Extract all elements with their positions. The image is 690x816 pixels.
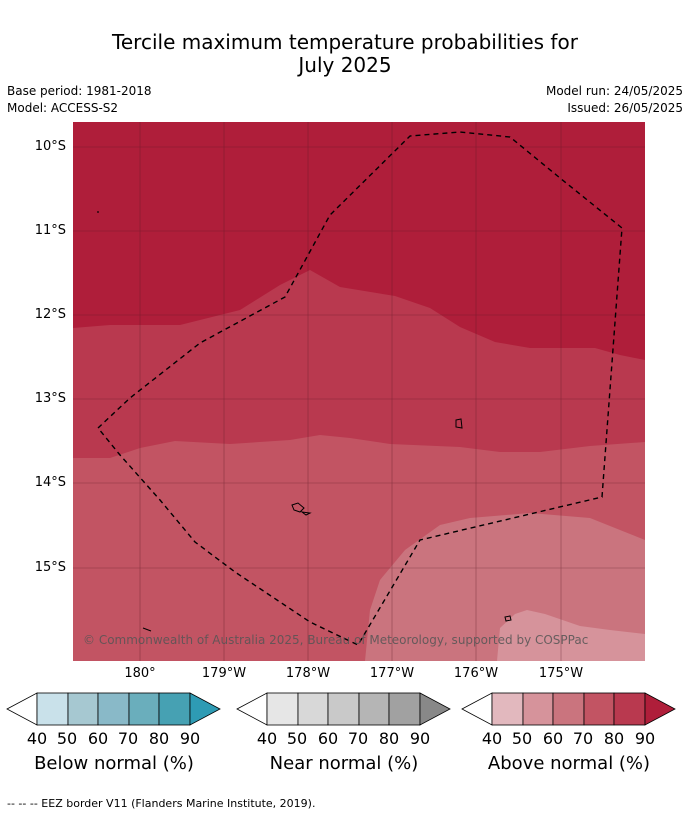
cbar-segment xyxy=(97,692,130,726)
tick-label: 80 xyxy=(603,729,625,748)
cbar-segment xyxy=(491,692,524,726)
tick-label: 70 xyxy=(347,729,369,748)
map-panel xyxy=(73,122,645,661)
tick-label: 50 xyxy=(511,729,533,748)
meta-right: Model run: 24/05/2025 Issued: 26/05/2025 xyxy=(546,83,683,117)
issued-date: Issued: 26/05/2025 xyxy=(567,101,683,115)
lon-label: 178°W xyxy=(285,666,331,681)
cbar-segment xyxy=(644,692,676,726)
map-title: Tercile maximum temperature probabilitie… xyxy=(0,31,690,77)
cbar-segment xyxy=(552,692,585,726)
graticule xyxy=(73,122,645,661)
tick-label: 80 xyxy=(148,729,170,748)
lat-label: 15°S xyxy=(34,560,66,575)
cbar-segment xyxy=(583,692,615,726)
tick-label: 60 xyxy=(542,729,564,748)
cbar-segment xyxy=(522,692,554,726)
prob-60-region xyxy=(365,513,645,661)
cbar-segment xyxy=(461,692,493,726)
cbar-segment xyxy=(36,692,69,726)
lon-label: 175°W xyxy=(538,666,584,681)
colorbar-above-label: Above normal (%) xyxy=(487,753,651,774)
title-line-1: Tercile maximum temperature probabilitie… xyxy=(112,30,578,54)
base-period: Base period: 1981-2018 xyxy=(7,84,152,98)
lat-label: 12°S xyxy=(34,307,66,322)
model-run: Model run: 24/05/2025 xyxy=(545,84,683,98)
cbar-segment xyxy=(158,692,191,726)
tick-label: 40 xyxy=(26,729,48,748)
tick-label: 60 xyxy=(317,729,339,748)
model-name: Model: ACCESS-S2 xyxy=(7,101,119,115)
meta-left: Base period: 1981-2018 Model: ACCESS-S2 xyxy=(7,83,152,117)
cbar-segment xyxy=(236,692,268,726)
cbar-segment xyxy=(67,692,99,726)
cbar-segment xyxy=(327,692,360,726)
tick-label: 90 xyxy=(409,729,431,748)
lon-label: 176°W xyxy=(453,666,499,681)
tick-label: 40 xyxy=(481,729,503,748)
cbar-segment xyxy=(419,692,451,726)
cbar-segment xyxy=(297,692,329,726)
tick-label: 80 xyxy=(378,729,400,748)
tick-label: 50 xyxy=(286,729,308,748)
cbar-segment xyxy=(189,692,221,726)
lon-label: 177°W xyxy=(369,666,415,681)
tick-label: 40 xyxy=(256,729,278,748)
cbar-segment xyxy=(266,692,299,726)
small-island-dot xyxy=(97,211,99,213)
prob-50-region xyxy=(497,610,645,661)
tick-label: 90 xyxy=(634,729,656,748)
lat-label: 11°S xyxy=(34,223,66,238)
title-line-2: July 2025 xyxy=(298,53,392,77)
lat-label: 14°S xyxy=(34,475,66,490)
cbar-segment xyxy=(388,692,421,726)
tick-label: 50 xyxy=(56,729,78,748)
colorbar-below-normal xyxy=(6,692,221,726)
colorbar-above-normal xyxy=(461,692,676,726)
lat-label: 13°S xyxy=(34,391,66,406)
colorbar-near-normal xyxy=(236,692,451,726)
copyright-text: © Commonwealth of Australia 2025, Bureau… xyxy=(83,633,589,647)
cbar-segment xyxy=(358,692,390,726)
lat-label: 10°S xyxy=(34,139,66,154)
tick-label: 60 xyxy=(87,729,109,748)
cbar-segment xyxy=(6,692,38,726)
eez-legend-footer: -- -- -- EEZ border V11 (Flanders Marine… xyxy=(7,797,316,810)
tick-label: 70 xyxy=(572,729,594,748)
colorbar-near-label: Near normal (%) xyxy=(269,753,419,774)
lon-label: 179°W xyxy=(201,666,247,681)
cbar-segment xyxy=(613,692,646,726)
cbar-segment xyxy=(128,692,160,726)
tick-label: 70 xyxy=(117,729,139,748)
tick-label: 90 xyxy=(179,729,201,748)
eez-border xyxy=(97,131,623,646)
lon-label: 180° xyxy=(124,666,156,681)
colorbar-below-label: Below normal (%) xyxy=(34,753,194,774)
islands xyxy=(142,418,512,632)
